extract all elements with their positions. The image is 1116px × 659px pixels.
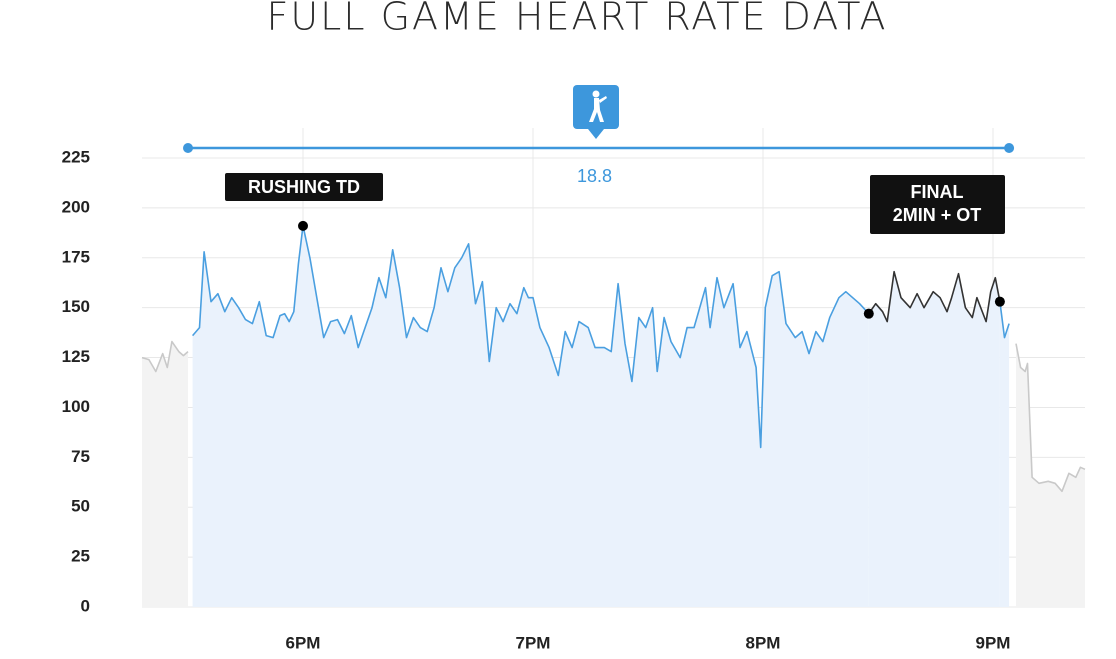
y-tick-label: 50 xyxy=(71,497,90,516)
annotation-point xyxy=(863,308,874,319)
x-tick-label: 8PM xyxy=(746,633,781,652)
areas xyxy=(142,225,1085,608)
span-label: 18.8 xyxy=(577,166,612,186)
area xyxy=(999,301,1010,607)
area xyxy=(1016,343,1085,607)
y-tick-label: 175 xyxy=(62,247,90,266)
line xyxy=(999,301,1010,339)
y-tick-label: 200 xyxy=(62,197,90,216)
y-tick-label: 25 xyxy=(71,547,90,566)
y-tick-label: 225 xyxy=(62,147,90,166)
x-tick-label: 9PM xyxy=(976,633,1011,652)
area xyxy=(192,225,869,608)
y-tick-label: 150 xyxy=(62,297,90,316)
y-tick-label: 100 xyxy=(62,397,90,416)
line xyxy=(1015,343,1086,493)
span-end xyxy=(183,143,193,153)
chart-title: FULL GAME HEART RATE DATA xyxy=(266,0,887,39)
x-tick-label: 7PM xyxy=(516,633,551,652)
annotation-text: FINAL xyxy=(911,182,964,202)
line xyxy=(868,270,1001,323)
annotation-box xyxy=(870,175,1005,234)
area xyxy=(868,271,1000,607)
line xyxy=(141,340,189,373)
annotation-text: 2MIN + OT xyxy=(893,205,982,225)
overlay: RUSHING TD FINAL 2MIN + OT 18.8 xyxy=(183,85,1015,319)
lines xyxy=(141,225,1086,493)
y-tick-label: 125 xyxy=(62,347,90,366)
player-icon xyxy=(573,85,619,139)
y-tick-label: 75 xyxy=(71,447,90,466)
y-tick-label: 0 xyxy=(81,596,90,615)
annotation-point xyxy=(994,296,1005,307)
annotation-point xyxy=(298,220,308,231)
area xyxy=(142,341,188,607)
x-tick-label: 6PM xyxy=(286,633,321,652)
annotation-box xyxy=(225,173,383,201)
span-end xyxy=(1004,143,1015,153)
line xyxy=(191,225,870,449)
annotation-text: RUSHING TD xyxy=(248,177,360,197)
